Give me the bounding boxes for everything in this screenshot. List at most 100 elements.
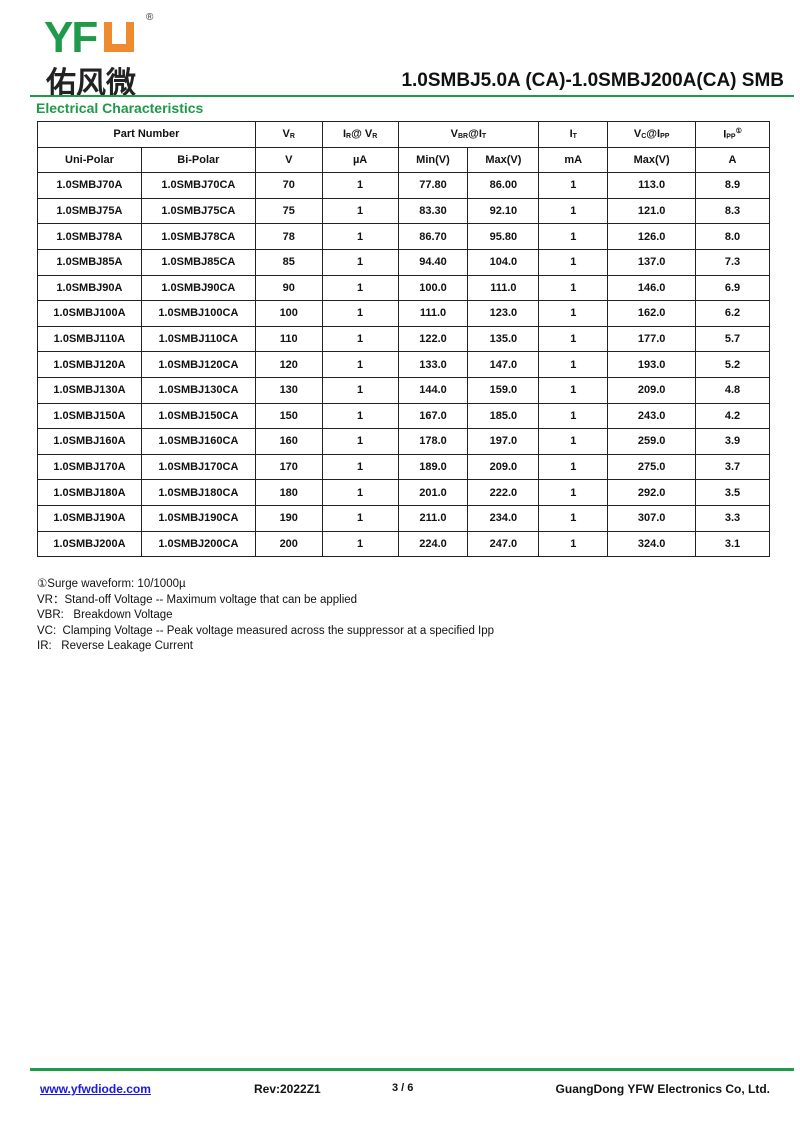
cell-it: 1 — [538, 172, 609, 199]
cell-vbr-max: 135.0 — [467, 325, 540, 353]
cell-vr: 130 — [254, 376, 323, 404]
cell-vbr-min: 178.0 — [397, 428, 469, 455]
cell-bi-polar: 1.0SMBJ70CA — [140, 172, 256, 199]
header-vbr: VBR@IT — [397, 121, 540, 148]
cell-ir: 1 — [321, 197, 399, 225]
cell-uni-polar: 1.0SMBJ160A — [37, 428, 142, 455]
cell-bi-polar: 1.0SMBJ150CA — [140, 402, 256, 430]
note-line: VBR: Breakdown Voltage — [37, 609, 173, 621]
cell-uni-polar: 1.0SMBJ180A — [37, 479, 142, 506]
cell-uni-polar: 1.0SMBJ110A — [37, 325, 142, 353]
cell-bi-polar: 1.0SMBJ170CA — [140, 453, 256, 481]
electrical-characteristics-table: Part Number VR IR@ VR VBR@IT IT VC@IPP I… — [37, 121, 770, 558]
cell-vr: 170 — [254, 453, 323, 481]
cell-it: 1 — [538, 530, 609, 558]
website-link[interactable]: www.yfwdiode.com — [40, 1082, 151, 1096]
cell-it: 1 — [538, 351, 609, 378]
table-row: 1.0SMBJ130A 1.0SMBJ130CA 130 1 144.0 159.0 1 20… — [37, 376, 770, 404]
cell-it: 1 — [538, 274, 609, 302]
table-row: 1.0SMBJ75A 1.0SMBJ75CA 75 1 83.30 92.10 1 121.0… — [37, 197, 770, 225]
cell-uni-polar: 1.0SMBJ120A — [37, 351, 142, 378]
table-row: 1.0SMBJ100A 1.0SMBJ100CA 100 1 111.0 123.0 1 16… — [37, 300, 770, 327]
cell-ir: 1 — [321, 223, 399, 250]
cell-ir: 1 — [321, 530, 399, 558]
cell-ipp: 8.3 — [695, 197, 770, 225]
cell-ipp: 6.9 — [695, 274, 770, 302]
table-row: 1.0SMBJ85A 1.0SMBJ85CA 85 1 94.40 104.0 1 137.0… — [37, 248, 770, 276]
header-vr: V — [254, 146, 323, 174]
cell-vbr-min: 100.0 — [397, 274, 469, 302]
cell-vr: 120 — [254, 351, 323, 378]
cell-ipp: 6.2 — [695, 300, 770, 327]
header-part-number: Part Number — [37, 121, 256, 148]
cell-uni-polar: 1.0SMBJ170A — [37, 453, 142, 481]
revision: Rev:2022Z1 — [254, 1082, 321, 1096]
cell-vbr-max: 92.10 — [467, 197, 540, 225]
cell-ir: 1 — [321, 248, 399, 276]
cell-vc-max: 121.0 — [607, 197, 697, 225]
cell-vbr-max: 234.0 — [467, 504, 540, 532]
cell-ir: 1 — [321, 428, 399, 455]
cell-vbr-min: 211.0 — [397, 504, 469, 532]
cell-vbr-min: 122.0 — [397, 325, 469, 353]
cell-vbr-min: 144.0 — [397, 376, 469, 404]
cell-bi-polar: 1.0SMBJ190CA — [140, 504, 256, 532]
cell-ipp: 8.0 — [695, 223, 770, 250]
cell-vbr-max: 111.0 — [467, 274, 540, 302]
cell-it: 1 — [538, 402, 609, 430]
cell-vc-max: 209.0 — [607, 376, 697, 404]
cell-vr: 180 — [254, 479, 323, 506]
header-bi-polar: Bi-Polar — [140, 146, 256, 174]
header-divider — [30, 95, 794, 97]
table-row: 1.0SMBJ170A 1.0SMBJ170CA 170 1 189.0 209.0 1 27… — [37, 453, 770, 481]
cell-bi-polar: 1.0SMBJ75CA — [140, 197, 256, 225]
cell-it: 1 — [538, 453, 609, 481]
yfw-logo: YF ® 佑风微 — [44, 12, 154, 101]
header-ir: IR@ VR — [321, 121, 399, 148]
cell-uni-polar: 1.0SMBJ75A — [37, 197, 142, 225]
cell-ipp: 8.9 — [695, 172, 770, 199]
cell-vc-max: 137.0 — [607, 248, 697, 276]
header-it: mA — [538, 146, 609, 174]
cell-uni-polar: 1.0SMBJ70A — [37, 172, 142, 199]
cell-bi-polar: 1.0SMBJ110CA — [140, 325, 256, 353]
cell-ipp: 7.3 — [695, 248, 770, 276]
cell-uni-polar: 1.0SMBJ130A — [37, 376, 142, 404]
cell-ir: 1 — [321, 274, 399, 302]
cell-ir: 1 — [321, 402, 399, 430]
cell-vbr-max: 197.0 — [467, 428, 540, 455]
cell-vc-max: 243.0 — [607, 402, 697, 430]
cell-ir: 1 — [321, 479, 399, 506]
cell-vbr-max: 95.80 — [467, 223, 540, 250]
table-row: 1.0SMBJ70A 1.0SMBJ70CA 70 1 77.80 86.00 1 113.0… — [37, 172, 770, 199]
cell-ir: 1 — [321, 351, 399, 378]
cell-bi-polar: 1.0SMBJ180CA — [140, 479, 256, 506]
cell-vr: 160 — [254, 428, 323, 455]
cell-vc-max: 193.0 — [607, 351, 697, 378]
header-vbr-min: Min(V) — [397, 146, 469, 174]
cell-vr: 70 — [254, 172, 323, 199]
cell-bi-polar: 1.0SMBJ130CA — [140, 376, 256, 404]
cell-vc-max: 146.0 — [607, 274, 697, 302]
cell-vr: 85 — [254, 248, 323, 276]
document-title: 1.0SMBJ5.0A (CA)-1.0SMBJ200A(CA) SMB — [401, 70, 784, 91]
table-row: 1.0SMBJ110A 1.0SMBJ110CA 110 1 122.0 135.0 1 17… — [37, 325, 770, 353]
cell-vbr-min: 167.0 — [397, 402, 469, 430]
cell-vc-max: 275.0 — [607, 453, 697, 481]
cell-vbr-min: 133.0 — [397, 351, 469, 378]
cell-vbr-min: 189.0 — [397, 453, 469, 481]
cell-vc-max: 292.0 — [607, 479, 697, 506]
cell-ipp: 3.7 — [695, 453, 770, 481]
cell-ipp: 3.9 — [695, 428, 770, 455]
cell-vc-max: 162.0 — [607, 300, 697, 327]
cell-it: 1 — [538, 428, 609, 455]
cell-uni-polar: 1.0SMBJ85A — [37, 248, 142, 276]
cell-vbr-max: 209.0 — [467, 453, 540, 481]
notes: ①Surge waveform: 10/1000µ VR：Stand-off Vo… — [37, 577, 494, 655]
cell-it: 1 — [538, 325, 609, 353]
cell-vbr-min: 94.40 — [397, 248, 469, 276]
cell-ir: 1 — [321, 453, 399, 481]
cell-ipp: 5.2 — [695, 351, 770, 378]
cell-ir: 1 — [321, 376, 399, 404]
